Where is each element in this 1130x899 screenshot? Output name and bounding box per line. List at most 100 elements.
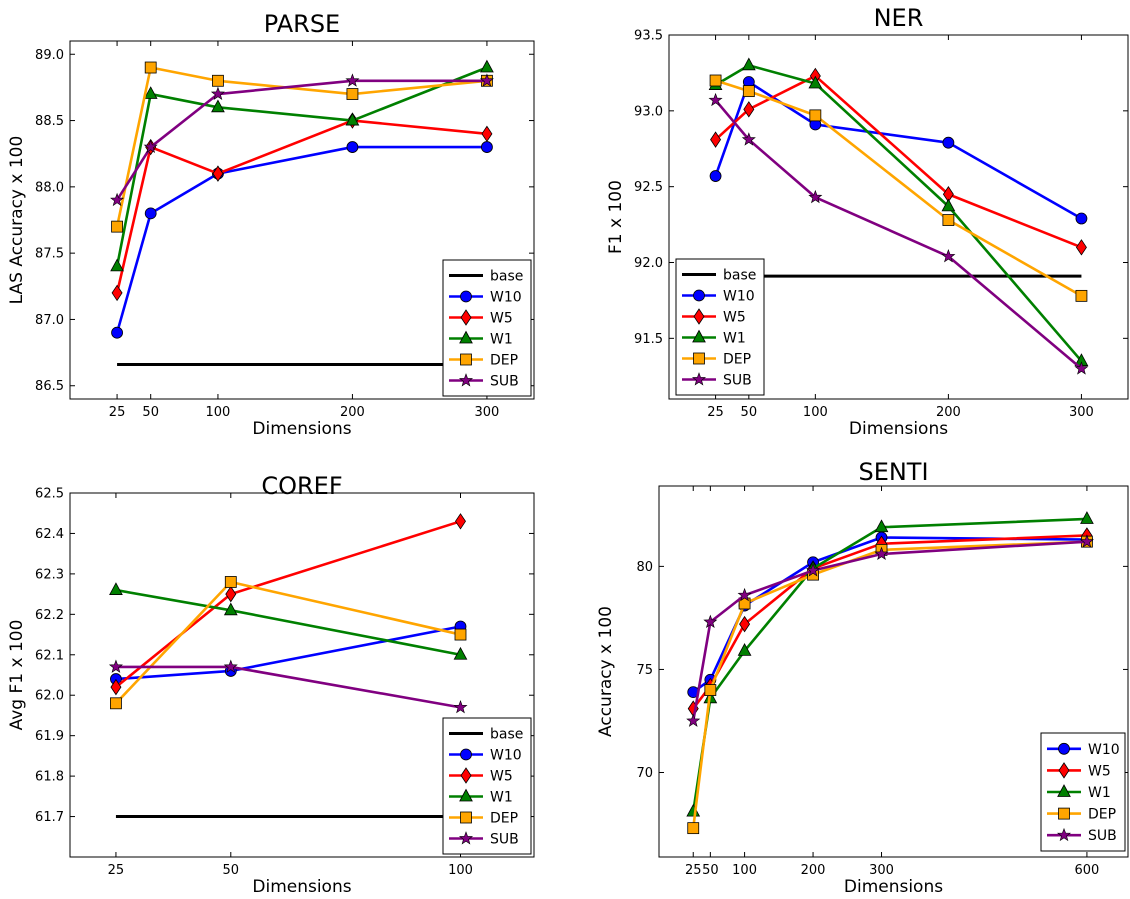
senti-xtick-label: 600 <box>1075 863 1100 878</box>
senti-series-sub-point <box>686 713 701 727</box>
ner-title: NER <box>874 4 924 32</box>
parse-ytick-label: 87.0 <box>35 313 64 328</box>
ner-legend-label-base: base <box>723 268 756 284</box>
senti-series-w1-line <box>691 517 1087 812</box>
senti-xtick-label: 300 <box>869 863 894 878</box>
parse-series-w10-point <box>346 141 359 153</box>
coref-series-w1-point <box>223 602 238 616</box>
parse-legend-marker-sub <box>458 373 474 387</box>
ner-plot-frame <box>668 34 1129 400</box>
ner-y-axis-label: F1 x 100 <box>606 180 626 254</box>
ner-legend-label-w1: W1 <box>723 331 746 347</box>
parse-series-dep-point <box>346 88 359 100</box>
senti-series-sub-point <box>806 563 821 577</box>
coref-legend-label-w1: W1 <box>490 790 513 806</box>
parse-plot-frame <box>69 40 535 400</box>
ner-series-w1-point <box>941 198 956 212</box>
parse-series-sub-point <box>210 86 225 101</box>
ner-series-dep-point <box>809 109 822 122</box>
coref-series-w5-point <box>110 678 122 696</box>
senti-legend-label-w1: W1 <box>1088 785 1111 801</box>
parse-legend-label-sub: SUB <box>490 374 519 390</box>
coref-x-axis-label: Dimensions <box>252 877 351 897</box>
parse-ytick-label: 89.0 <box>35 48 64 63</box>
ner-x-axis-label: Dimensions <box>849 419 948 439</box>
parse-series-w10-point <box>111 326 123 339</box>
parse-series-w1-point <box>143 86 158 99</box>
senti-series-w5-point <box>739 615 751 633</box>
ner-panel: NER 25 50 100 200 300 91.5 92.0 92.5 93.0 93.5 Dime… <box>606 4 1129 439</box>
coref-legend-label-base: base <box>490 727 523 743</box>
senti-legend-marker-w5 <box>1058 762 1070 779</box>
parse-panel: PARSE 25 50 100 200 300 86.5 87.0 87.5 88.0 88.5 89… <box>7 10 535 439</box>
coref-series-w1-point <box>109 582 123 595</box>
coref-ytick-label: 62.5 <box>35 487 64 502</box>
ner-series-w10-point <box>709 170 722 182</box>
senti-ytick-label: 75 <box>636 663 653 678</box>
parse-legend-marker-w5 <box>460 309 472 326</box>
parse-series-w10-point <box>144 207 157 220</box>
coref-series-sub-point <box>223 659 238 673</box>
ner-series-sub-point <box>941 249 956 263</box>
parse-y-axis-label: LAS Accuracy x 100 <box>7 136 27 305</box>
ner-series-w1-line <box>714 64 1083 362</box>
coref-legend-label-dep: DEP <box>490 811 518 827</box>
parse-legend-label-w10: W10 <box>490 290 522 306</box>
ner-series-dep-point <box>709 74 722 87</box>
senti-panel: SENTI 25 50 100 200 300 600 70 75 80 Dimensions Acc… <box>596 458 1129 897</box>
parse-series-w1-point <box>345 112 360 126</box>
senti-ytick-label: 70 <box>636 766 653 781</box>
ner-series-w10-point <box>942 136 955 149</box>
senti-series-sub-point <box>703 614 718 628</box>
parse-xtick-label: 100 <box>206 405 231 420</box>
senti-legend-marker-dep <box>1058 807 1070 820</box>
senti-xtick-label: 100 <box>732 863 757 878</box>
coref-ytick-label: 62.4 <box>35 527 64 542</box>
parse-ytick-label: 86.5 <box>35 379 64 394</box>
coref-panel: COREF 25 50 100 61.7 61.8 61.9 62.0 62.1 62.2 62.3… <box>7 472 535 897</box>
parse-legend-label-dep: DEP <box>490 353 518 369</box>
senti-series-sub-point <box>737 587 752 602</box>
senti-series-w5-line <box>692 534 1087 710</box>
ner-series-dep-point <box>942 214 955 226</box>
ner-series-w1-point <box>741 57 756 71</box>
senti-series-w10-line <box>692 536 1087 694</box>
coref-ytick-label: 62.0 <box>35 689 64 704</box>
coref-legend <box>442 717 532 855</box>
senti-series-dep-point <box>704 684 717 696</box>
coref-series-w5-line <box>115 520 461 689</box>
parse-ytick-label: 88.0 <box>35 180 64 195</box>
ner-xtick-label: 300 <box>1069 405 1094 420</box>
senti-plot-frame <box>658 485 1129 858</box>
senti-series-sub-line <box>691 540 1087 722</box>
ner-legend <box>675 258 765 396</box>
senti-series-w1-point <box>874 519 889 533</box>
senti-legend-label-w5: W5 <box>1088 763 1111 779</box>
coref-ytick-label: 62.2 <box>35 608 64 623</box>
parse-legend-marker-dep <box>460 353 472 366</box>
senti-legend-label-dep: DEP <box>1088 807 1116 823</box>
coref-xtick-label: 50 <box>223 863 240 878</box>
parse-series-sub-point <box>110 192 125 207</box>
parse-title: PARSE <box>264 10 340 38</box>
senti-x-axis-label: Dimensions <box>844 877 943 897</box>
parse-series-w5-point <box>481 125 493 143</box>
senti-xtick-label: 200 <box>801 863 826 878</box>
coref-xtick-label: 100 <box>448 863 473 878</box>
coref-series-dep-point <box>110 697 122 710</box>
parse-xtick-label: 50 <box>142 405 159 420</box>
coref-ytick-label: 61.9 <box>35 729 64 744</box>
ner-series-dep-point <box>1075 289 1088 302</box>
parse-series-w1-point <box>211 99 225 113</box>
coref-y-axis-label: Avg F1 x 100 <box>7 620 27 731</box>
parse-legend-marker-w10 <box>460 290 472 303</box>
parse-series-sub-point <box>143 139 158 154</box>
parse-xtick-label: 25 <box>109 405 126 420</box>
senti-legend-marker-w10 <box>1058 742 1070 755</box>
ner-xtick-label: 200 <box>936 405 961 420</box>
parse-ytick-label: 88.5 <box>35 114 64 129</box>
senti-series-sub-point <box>874 546 889 560</box>
senti-ytick-label: 80 <box>636 560 653 575</box>
coref-legend-marker-sub <box>458 831 474 845</box>
